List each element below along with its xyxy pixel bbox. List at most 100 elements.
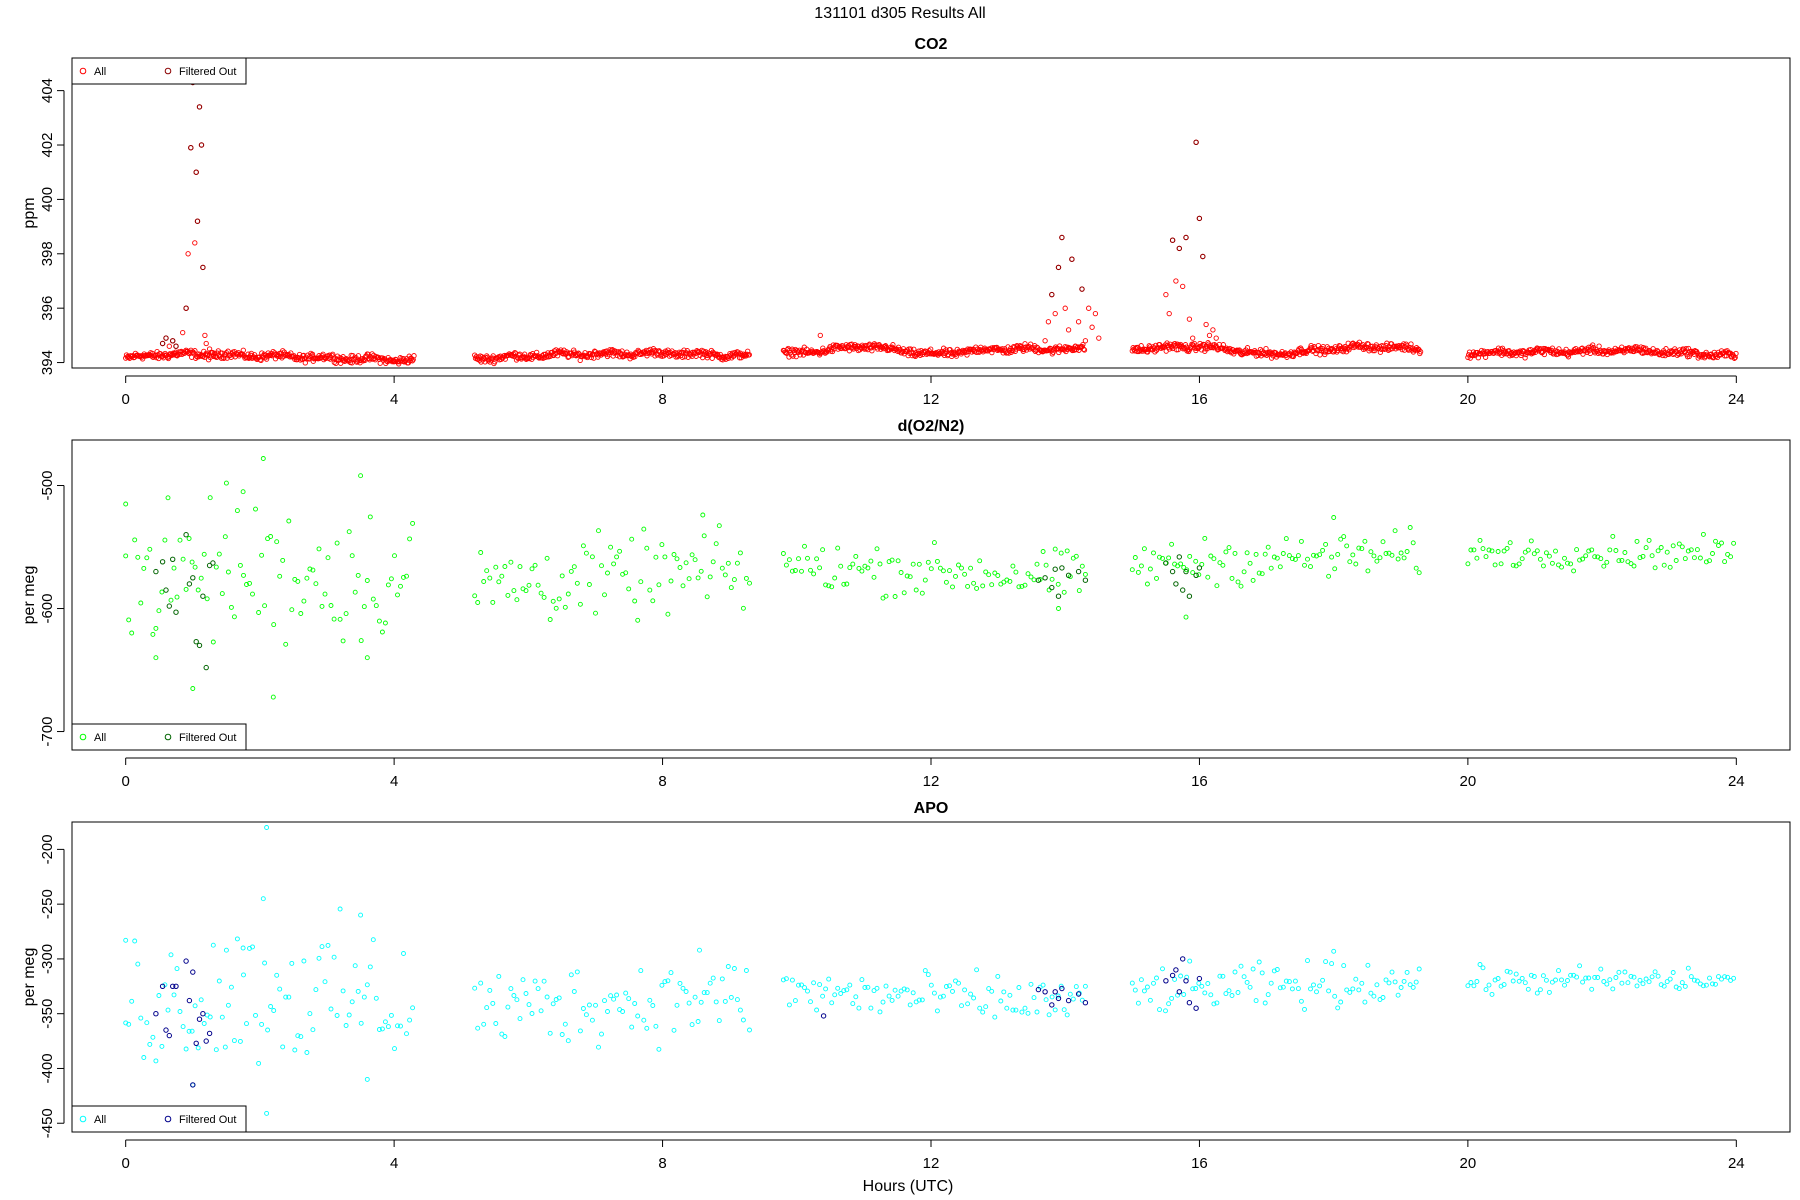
data-point: [1283, 536, 1289, 542]
data-point: [1664, 549, 1670, 555]
data-point: [919, 590, 925, 596]
data-point: [180, 1024, 186, 1030]
data-point: [737, 1007, 743, 1013]
data-point: [650, 1003, 656, 1008]
data-point: [198, 575, 204, 581]
data-point: [1719, 976, 1724, 982]
data-point: [1580, 979, 1586, 985]
y-axis-title: per meg: [21, 948, 38, 1007]
data-point: [992, 1014, 998, 1020]
x-tick-label: 24: [1728, 391, 1745, 408]
data-point: [1193, 558, 1199, 564]
data-point: [1667, 564, 1673, 570]
data-point: [1004, 1005, 1010, 1011]
data-point: [1417, 349, 1424, 355]
data-point: [1613, 548, 1619, 553]
data-point: [1407, 344, 1413, 351]
data-point: [123, 937, 129, 943]
data-point: [1061, 589, 1067, 595]
legend-marker: [164, 733, 172, 741]
data-point: [853, 553, 859, 559]
data-point: [1607, 977, 1613, 983]
data-point: [1045, 319, 1052, 325]
data-point: [1311, 552, 1316, 558]
filtered-point: [1193, 1005, 1199, 1011]
data-point: [665, 978, 671, 984]
data-point: [1553, 548, 1558, 554]
data-point: [1274, 967, 1280, 972]
legend-label: Filtered Out: [179, 1114, 236, 1126]
legend-marker: [79, 733, 87, 741]
data-point: [1019, 1009, 1025, 1015]
data-point: [886, 993, 892, 999]
data-point: [1265, 992, 1271, 998]
data-point: [508, 986, 514, 992]
data-point: [614, 554, 620, 560]
filtered-point: [1196, 975, 1203, 982]
data-point: [547, 617, 553, 622]
data-point: [1619, 980, 1625, 986]
data-point: [808, 567, 813, 573]
data-point: [1377, 555, 1383, 561]
data-point: [877, 561, 883, 567]
data-point: [322, 591, 328, 597]
data-point: [1214, 583, 1220, 589]
data-point: [1549, 560, 1555, 566]
data-point: [1031, 995, 1037, 1001]
data-point: [1638, 344, 1644, 350]
data-point: [192, 1003, 198, 1009]
data-point: [850, 1001, 856, 1007]
data-point: [210, 639, 216, 645]
data-point: [989, 582, 995, 588]
data-point: [1181, 564, 1187, 570]
data-point: [241, 572, 246, 578]
data-point: [1079, 563, 1085, 569]
data-point: [263, 356, 270, 362]
filtered-point: [1049, 291, 1055, 298]
data-point: [1703, 559, 1709, 565]
data-point: [1196, 572, 1202, 578]
data-point: [916, 561, 922, 567]
data-point: [1583, 553, 1589, 559]
data-point: [1182, 342, 1189, 348]
data-point: [499, 1031, 505, 1037]
data-point: [992, 570, 998, 576]
data-point: [493, 1021, 499, 1026]
data-point: [304, 1050, 310, 1055]
data-point: [185, 251, 191, 257]
data-point: [309, 352, 315, 358]
data-point: [1250, 577, 1256, 583]
data-point: [1292, 556, 1298, 562]
data-point: [1244, 550, 1250, 556]
filtered-point: [200, 264, 206, 271]
data-point: [1731, 355, 1738, 361]
data-point: [901, 986, 907, 992]
data-point: [1471, 983, 1477, 989]
data-point: [1604, 981, 1610, 987]
data-point: [168, 952, 174, 958]
data-point: [301, 598, 307, 604]
data-point: [1359, 341, 1366, 348]
data-point: [237, 562, 243, 568]
data-point: [895, 558, 901, 564]
series-filtered-apo: [153, 956, 1203, 1088]
legend: All Filtered Out: [71, 723, 247, 751]
data-point: [1590, 342, 1596, 348]
data-point: [1160, 966, 1165, 972]
data-point: [1286, 553, 1292, 559]
data-point: [376, 1027, 382, 1032]
data-point: [889, 997, 895, 1003]
data-point: [550, 1001, 556, 1007]
data-point: [556, 596, 562, 602]
data-point: [508, 559, 514, 565]
data-point: [589, 554, 595, 560]
data-point: [259, 552, 265, 558]
data-point: [126, 617, 132, 623]
data-point: [1416, 570, 1422, 576]
x-tick-label: 0: [122, 1155, 130, 1172]
filtered-point: [1059, 565, 1065, 571]
data-point: [1389, 552, 1395, 558]
data-point: [1380, 539, 1386, 545]
data-point: [1298, 538, 1304, 544]
